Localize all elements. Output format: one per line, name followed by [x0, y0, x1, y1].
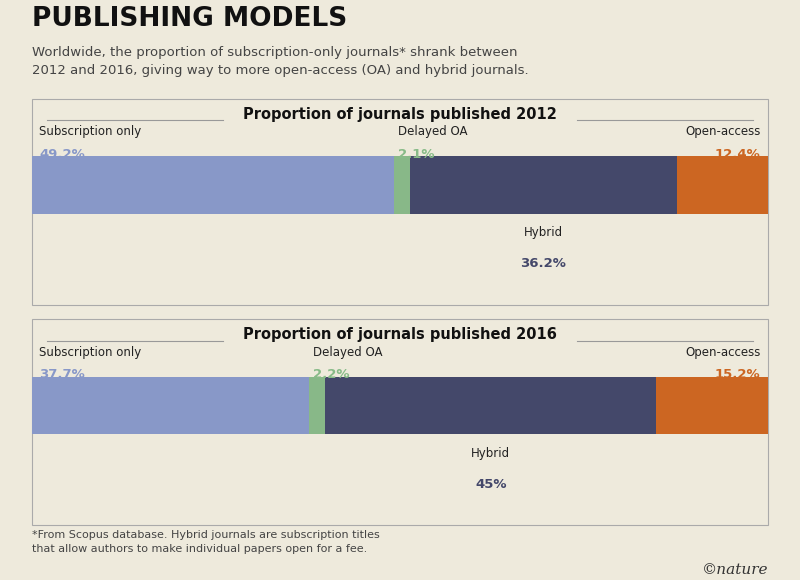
- Text: ©nature: ©nature: [702, 563, 768, 577]
- Text: PUBLISHING MODELS: PUBLISHING MODELS: [32, 6, 347, 32]
- Text: 2.1%: 2.1%: [398, 148, 434, 161]
- Bar: [677, 156, 768, 214]
- Text: Worldwide, the proportion of subscription-only journals* shrank between
2012 and: Worldwide, the proportion of subscriptio…: [32, 46, 529, 77]
- Text: 49.2%: 49.2%: [39, 148, 85, 161]
- Text: Proportion of journals published 2012: Proportion of journals published 2012: [243, 107, 557, 122]
- Text: 15.2%: 15.2%: [715, 368, 761, 382]
- Text: Delayed OA: Delayed OA: [313, 346, 382, 359]
- Bar: [309, 376, 326, 434]
- Text: 45%: 45%: [475, 477, 506, 491]
- Text: Hybrid: Hybrid: [524, 226, 563, 240]
- Bar: [394, 156, 410, 214]
- Text: 12.4%: 12.4%: [715, 148, 761, 161]
- Text: 37.7%: 37.7%: [39, 368, 85, 382]
- Bar: [32, 376, 309, 434]
- Bar: [656, 376, 768, 434]
- Text: Delayed OA: Delayed OA: [398, 125, 468, 139]
- Text: Proportion of journals published 2016: Proportion of journals published 2016: [243, 327, 557, 342]
- Text: Open-access: Open-access: [686, 346, 761, 359]
- Bar: [326, 376, 656, 434]
- Text: Open-access: Open-access: [686, 125, 761, 139]
- Text: *From Scopus database. Hybrid journals are subscription titles
that allow author: *From Scopus database. Hybrid journals a…: [32, 530, 380, 554]
- Bar: [410, 156, 677, 214]
- Text: Hybrid: Hybrid: [471, 447, 510, 460]
- Text: 2.2%: 2.2%: [313, 368, 350, 382]
- Text: Subscription only: Subscription only: [39, 346, 142, 359]
- Bar: [32, 156, 394, 214]
- Text: 36.2%: 36.2%: [520, 257, 566, 270]
- Text: Subscription only: Subscription only: [39, 125, 142, 139]
